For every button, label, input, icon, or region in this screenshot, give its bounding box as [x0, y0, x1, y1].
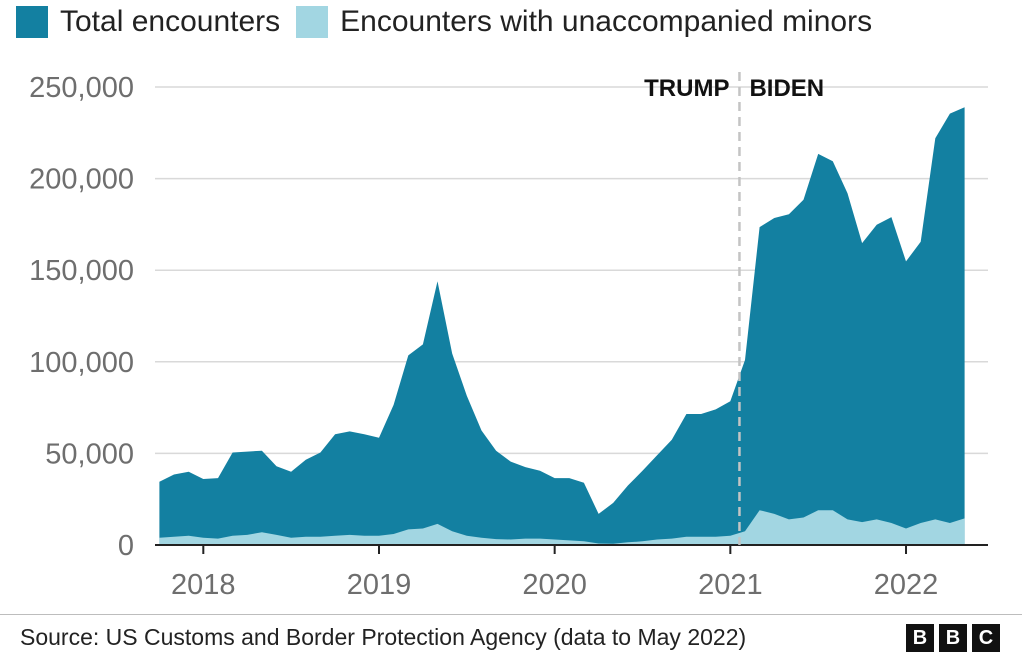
bbc-logo-letter: B — [939, 624, 967, 652]
legend-item-total: Total encounters — [16, 2, 280, 42]
annotations: TRUMP BIDEN — [644, 72, 824, 545]
x-tick-label: 2019 — [347, 569, 412, 601]
x-tick-label: 2021 — [698, 569, 763, 601]
y-tick-label: 150,000 — [29, 255, 134, 287]
bbc-logo: B B C — [906, 624, 1000, 652]
y-tick-label: 0 — [118, 530, 134, 562]
y-tick-label: 250,000 — [29, 72, 134, 104]
footer-divider — [0, 614, 1022, 615]
bbc-logo-letter: B — [906, 624, 934, 652]
legend-swatch-minors — [296, 6, 329, 38]
bbc-logo-letter: C — [972, 624, 1000, 652]
area-unaccompanied-minors — [159, 510, 965, 545]
x-tick-label: 2020 — [522, 569, 587, 601]
chart-areas — [159, 107, 965, 545]
y-tick-label: 50,000 — [45, 438, 134, 470]
x-tick-label: 2018 — [171, 569, 236, 601]
area-total-encounters — [159, 107, 965, 545]
source-note: Source: US Customs and Border Protection… — [20, 624, 747, 650]
x-tick-label: 2022 — [874, 569, 939, 601]
legend-swatch-total — [16, 6, 48, 38]
legend-label-total: Total encounters — [60, 5, 281, 38]
y-tick-label: 100,000 — [29, 347, 134, 379]
area-chart: 0 50,000 100,000 150,000 200,000 250,000 2018 2… — [29, 72, 988, 601]
y-tick-label: 200,000 — [29, 164, 134, 196]
legend: Total encounters Encounters with unaccom… — [16, 2, 872, 42]
legend-label-minors: Encounters with unaccompanied minors — [340, 5, 873, 38]
axes: 0 50,000 100,000 150,000 200,000 250,000 2018 2… — [29, 72, 988, 601]
annotation-label-biden: BIDEN — [749, 75, 824, 102]
legend-item-minors: Encounters with unaccompanied minors — [296, 2, 872, 42]
annotation-label-trump: TRUMP — [644, 75, 729, 102]
